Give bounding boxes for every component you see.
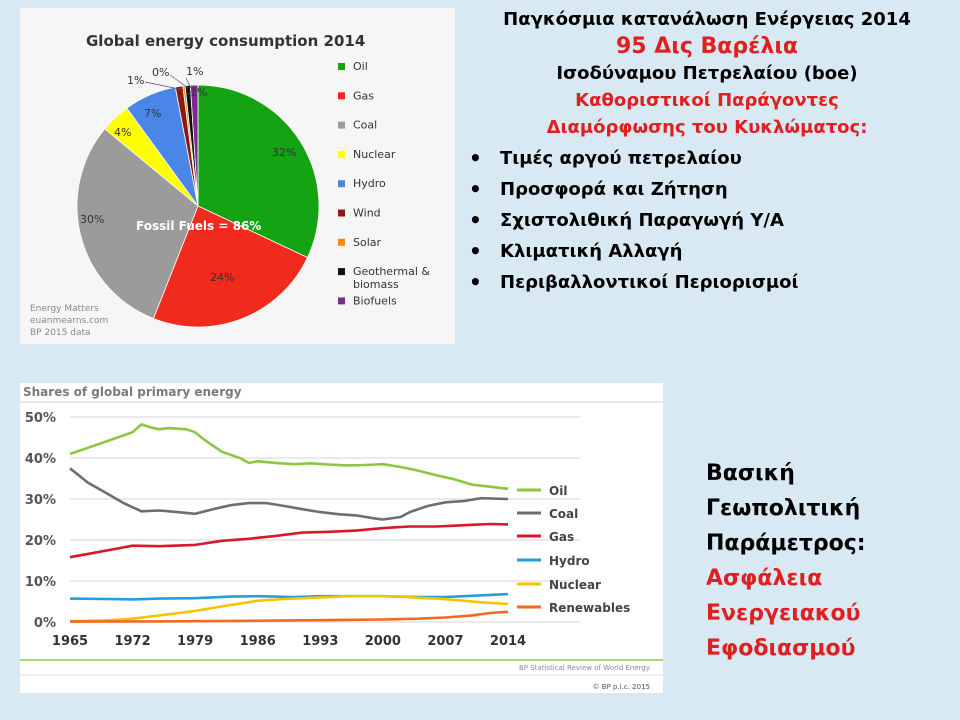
x-tick-label: 2014 <box>490 634 526 649</box>
pie-slice-label: 1% <box>186 65 203 78</box>
fossil-fuels-annotation: Fossil Fuels = 86% <box>136 219 261 233</box>
factor-item: Τιμές αργού πετρελαίου <box>469 143 952 174</box>
legend-swatch <box>338 238 345 246</box>
series-legend-label: Coal <box>549 507 578 521</box>
pie-slice-gas <box>152 205 309 328</box>
legend-label: Wind <box>353 207 381 220</box>
legend-label: Hydro <box>353 177 386 190</box>
energy-shares-line-panel: Shares of global primary energy 0% 10% 20% 3… <box>20 383 663 693</box>
x-tick-label: 1993 <box>302 634 338 649</box>
pie-leader-line <box>169 74 189 89</box>
pie-slice-label: 7% <box>144 107 161 120</box>
legend-swatch <box>338 121 345 129</box>
pie-leader-line <box>187 89 194 95</box>
legend-label: Solar <box>353 236 382 249</box>
factors-list: Τιμές αργού πετρελαίου Προσφορά και Ζήτη… <box>462 143 952 298</box>
legend-label: Coal <box>353 119 377 132</box>
x-tick-label: 1965 <box>52 634 88 649</box>
legend-swatch <box>338 63 345 70</box>
parameter-highlight-line: Ασφάλεια <box>706 566 823 591</box>
y-tick-label: 20% <box>25 534 56 549</box>
parameter-line: Γεωπολιτική <box>706 496 861 521</box>
series-legend-label: Renewables <box>549 601 630 615</box>
energy-summary-text: Παγκόσμια κατανάλωση Ενέργειας 2014 95 Δ… <box>462 6 952 298</box>
unit-label: Ισοδύναμου Πετρελαίου (boe) <box>556 63 858 84</box>
series-legend-label: Hydro <box>549 554 590 568</box>
line-chart-title: Shares of global primary energy <box>23 385 242 399</box>
pie-leader-line <box>185 77 192 89</box>
series-legend-label: Nuclear <box>549 578 601 592</box>
pie-slice-biofuels <box>189 84 199 207</box>
pie-slice-label: 24% <box>210 271 234 284</box>
pie-slice-label: 30% <box>80 213 104 226</box>
pie-slice-label: 0% <box>152 66 169 79</box>
legend-swatch <box>338 297 345 305</box>
y-tick-label: 0% <box>34 616 56 631</box>
pie-slice-coal <box>76 128 199 320</box>
legend-label: Biofuels <box>353 294 397 307</box>
series-legend-label: Gas <box>549 530 574 544</box>
y-tick-label: 10% <box>25 575 56 590</box>
pie-slice-label: 1% <box>127 74 144 87</box>
x-tick-label: 1972 <box>114 634 150 649</box>
parameter-highlight-line: Εφοδιασμού <box>706 636 856 661</box>
pie-slice-label: 4% <box>114 126 131 139</box>
line-chart-copyright: © BP p.l.c. 2015 <box>593 683 650 691</box>
pie-source-text: BP 2015 data <box>30 328 91 338</box>
x-tick-label: 1986 <box>240 634 276 649</box>
factor-item: Περιβαλλοντικοί Περιορισμοί <box>469 267 952 298</box>
series-line-renewables <box>69 610 509 623</box>
series-line-gas <box>69 522 509 559</box>
pie-source-text: Energy Matters <box>30 304 99 314</box>
pie-chart: Global energy consumption 2014 32% 24% 30% 4… <box>30 32 430 338</box>
parameter-highlight-line: Ενεργειακού <box>706 601 861 626</box>
y-tick-label: 30% <box>25 493 56 508</box>
factor-item: Σχιστολιθική Παραγωγή Υ/Α <box>469 205 952 236</box>
series-line-hydro <box>69 592 509 601</box>
parameter-line: Παράμετρος: <box>706 531 866 556</box>
legend-swatch <box>338 268 345 276</box>
factors-heading-line1: Καθοριστικοί Παράγοντες <box>575 90 839 111</box>
legend-swatch <box>338 92 345 100</box>
pie-leader-line <box>144 81 185 91</box>
factors-heading-line2: Διαμόρφωσης του Κυκλώματος: <box>546 117 868 138</box>
factor-item: Προσφορά και Ζήτηση <box>469 174 952 205</box>
legend-label: Geothermal & <box>353 265 430 278</box>
legend-swatch <box>338 150 345 158</box>
line-chart: Shares of global primary energy 0% 10% 20% 3… <box>20 385 663 691</box>
legend-label: Gas <box>353 89 374 102</box>
factor-item: Κλιματική Αλλαγή <box>469 236 952 267</box>
total-consumption: 95 Δις Βαρέλια <box>615 34 799 59</box>
pie-slice-label: 1% <box>190 86 207 99</box>
x-tick-label: 1979 <box>177 634 213 649</box>
parameter-line: Βασική <box>706 461 795 486</box>
series-line-oil <box>69 423 509 491</box>
legend-swatch <box>338 209 345 217</box>
geopolitical-parameter-text: Βασική Γεωπολιτική Παράμετρος: Ασφάλεια … <box>706 456 946 666</box>
slide-title: Παγκόσμια κατανάλωση Ενέργειας 2014 <box>503 9 911 30</box>
legend-label: biomass <box>353 278 399 291</box>
line-chart-source: BP Statistical Review of World Energy <box>519 664 650 672</box>
series-line-coal <box>69 467 509 521</box>
x-tick-label: 2000 <box>365 634 401 649</box>
pie-title: Global energy consumption 2014 <box>86 32 365 50</box>
energy-consumption-pie-panel: Global energy consumption 2014 32% 24% 30% 4… <box>20 8 455 344</box>
x-tick-label: 2007 <box>427 634 463 649</box>
y-tick-label: 50% <box>25 411 56 426</box>
pie-slice-oil <box>197 84 320 259</box>
y-tick-label: 40% <box>25 452 56 467</box>
legend-label: Nuclear <box>353 148 396 161</box>
legend-swatch <box>338 180 345 188</box>
series-legend-label: Oil <box>549 484 567 498</box>
series-line-nuclear <box>69 594 509 623</box>
pie-source-text: euanmearns.com <box>30 316 108 326</box>
legend-label: Oil <box>353 60 368 73</box>
pie-slice-label: 32% <box>272 146 296 159</box>
